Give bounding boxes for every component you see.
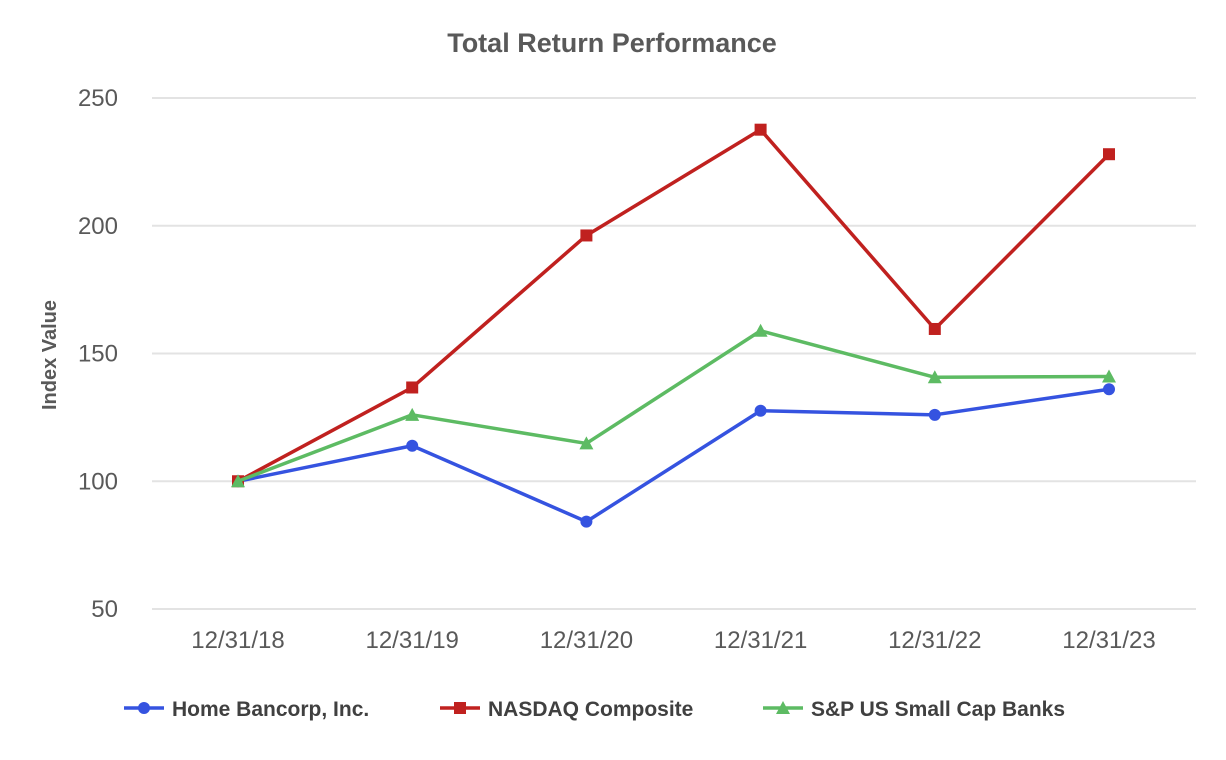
x-tick-label: 12/31/21: [714, 627, 807, 654]
legend-label: S&P US Small Cap Banks: [811, 698, 1065, 721]
legend-marker: [454, 702, 466, 714]
series-line: [237, 387, 1110, 524]
data-point: [1102, 369, 1116, 383]
legend-item-nasdaq-composite: NASDAQ Composite: [440, 698, 693, 721]
legend-item-s-p-us-small-cap-banks: S&P US Small Cap Banks: [763, 698, 1065, 721]
data-point: [1103, 148, 1115, 161]
series-s-p-us-small-cap-banks: [231, 323, 1116, 488]
x-tick-label: 12/31/19: [365, 627, 458, 654]
legend-label: NASDAQ Composite: [488, 698, 693, 721]
y-tick-label: 50: [91, 596, 118, 623]
series-layer: [231, 123, 1116, 528]
data-point: [406, 439, 419, 452]
data-point: [579, 436, 594, 450]
data-point: [928, 322, 941, 335]
y-tick-label: 100: [78, 468, 118, 495]
data-point: [1103, 383, 1115, 396]
data-point: [580, 515, 593, 528]
y-axis-label: Index Value: [39, 300, 61, 410]
series-line: [237, 127, 1111, 483]
x-tick-label: 12/31/18: [191, 627, 284, 654]
data-point: [753, 323, 768, 337]
data-point: [927, 370, 942, 384]
x-tick-label: 12/31/23: [1062, 627, 1155, 654]
data-point: [754, 123, 767, 136]
legend-marker: [138, 702, 150, 714]
gridlines: [152, 97, 1196, 610]
y-tick-label: 200: [78, 213, 118, 240]
y-tick-label: 250: [78, 85, 118, 112]
x-axis-ticks: 12/31/18 12/31/19 12/31/20 12/31/21 12/31/22…: [191, 627, 1155, 654]
data-point: [405, 407, 420, 421]
y-tick-label: 150: [78, 341, 118, 368]
series-line: [237, 329, 1110, 483]
data-point: [580, 229, 593, 242]
data-point: [754, 404, 767, 417]
data-point: [928, 408, 941, 421]
data-point: [406, 381, 419, 394]
legend-marker: [776, 701, 790, 714]
chart-title: Total Return Performance: [447, 28, 777, 58]
legend-label: Home Bancorp, Inc.: [172, 698, 369, 721]
legend-item-home-bancorp-inc: Home Bancorp, Inc.: [124, 698, 369, 721]
legend: Home Bancorp, Inc. NASDAQ Composite S&P US…: [124, 698, 1065, 721]
y-axis-ticks: 50 100 150 200 250: [78, 85, 118, 623]
series-home-bancorp-inc: [232, 383, 1115, 528]
x-tick-label: 12/31/22: [888, 627, 981, 654]
x-tick-label: 12/31/20: [540, 627, 633, 654]
data-point: [231, 474, 245, 488]
